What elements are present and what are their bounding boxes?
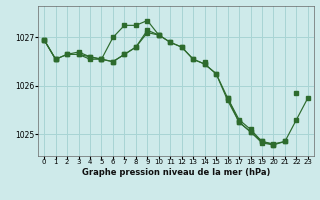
X-axis label: Graphe pression niveau de la mer (hPa): Graphe pression niveau de la mer (hPa) [82,168,270,177]
